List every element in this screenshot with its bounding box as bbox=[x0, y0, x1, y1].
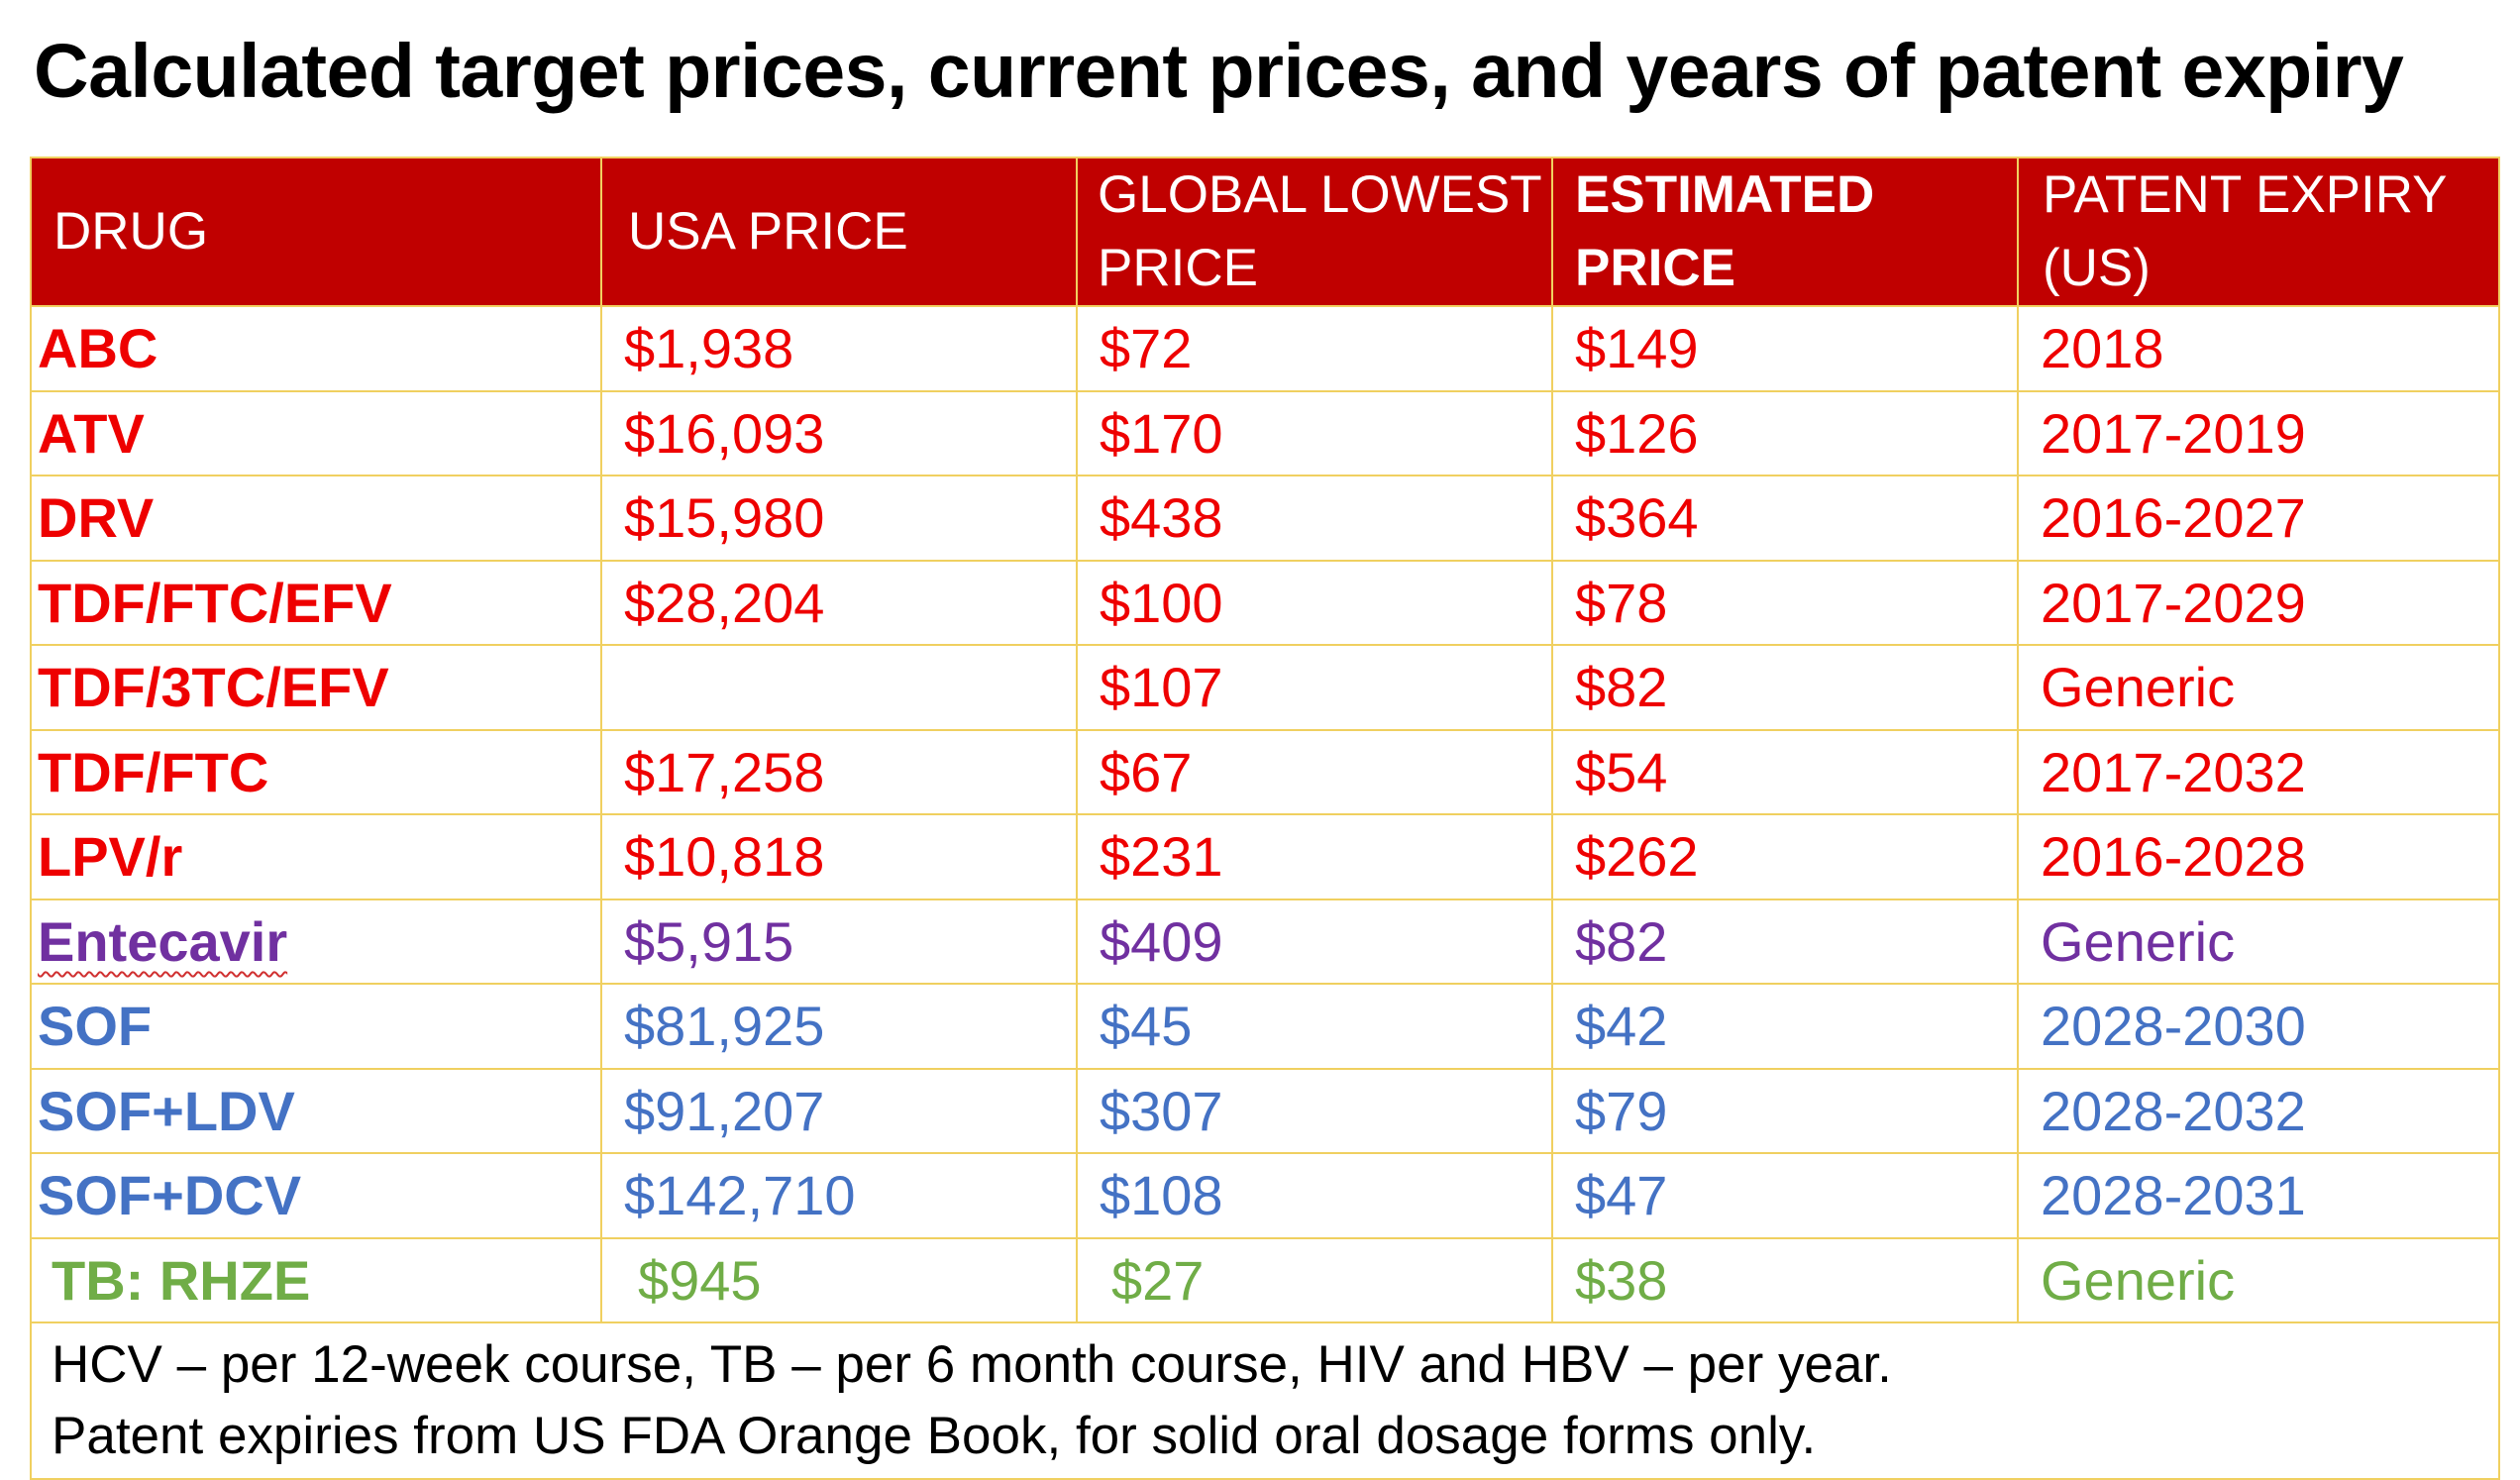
header-patent-expiry: PATENT EXPIRY (US) bbox=[2017, 157, 2500, 307]
global-price-cell: $67 bbox=[1076, 728, 1553, 815]
note-line-1: HCV – per 12-week course, TB – per 6 mon… bbox=[52, 1335, 1892, 1394]
estimated-price-cell: $79 bbox=[1551, 1067, 2019, 1154]
usa-price-cell: $5,915 bbox=[600, 898, 1078, 985]
table-row-sof: SOF $81,925 $45 $42 2028-2030 bbox=[30, 983, 2500, 1070]
usa-price-cell: $81,925 bbox=[600, 983, 1078, 1070]
estimated-price-cell: $82 bbox=[1551, 644, 2019, 731]
drug-cell: SOF+LDV bbox=[30, 1067, 602, 1154]
usa-price-cell: $91,207 bbox=[600, 1067, 1078, 1154]
estimated-price-cell: $78 bbox=[1551, 559, 2019, 646]
table-row-tdf-ftc: TDF/FTC $17,258 $67 $54 2017-2032 bbox=[30, 728, 2500, 815]
usa-price-cell bbox=[600, 644, 1078, 731]
patent-expiry-cell: 2017-2032 bbox=[2017, 728, 2500, 815]
usa-price-cell: $15,980 bbox=[600, 475, 1078, 562]
drug-cell: Entecavir bbox=[30, 898, 602, 985]
header-estimated-line1: ESTIMATED bbox=[1575, 165, 1875, 224]
drug-cell: TDF/FTC bbox=[30, 728, 602, 815]
note-line-2: Patent expiries from US FDA Orange Book,… bbox=[52, 1407, 1817, 1465]
usa-price-cell: $1,938 bbox=[600, 305, 1078, 392]
table-row-sof-dcv: SOF+DCV $142,710 $108 $47 2028-2031 bbox=[30, 1152, 2500, 1239]
notes-row: HCV – per 12-week course, TB – per 6 mon… bbox=[30, 1321, 2500, 1480]
patent-expiry-cell: 2017-2019 bbox=[2017, 389, 2500, 476]
usa-price-cell: $10,818 bbox=[600, 813, 1078, 900]
drug-cell: DRV bbox=[30, 475, 602, 562]
global-price-cell: $231 bbox=[1076, 813, 1553, 900]
patent-expiry-cell: 2028-2032 bbox=[2017, 1067, 2500, 1154]
table-row-tdf-3tc-efv: TDF/3TC/EFV $107 $82 Generic bbox=[30, 644, 2500, 731]
usa-price-cell: $945 bbox=[600, 1236, 1078, 1323]
header-drug: DRUG bbox=[30, 157, 602, 307]
table-row-tdf-ftc-efv: TDF/FTC/EFV $28,204 $100 $78 2017-2029 bbox=[30, 559, 2500, 646]
table-row-abc: ABC $1,938 $72 $149 2018 bbox=[30, 305, 2500, 392]
patent-expiry-cell: 2018 bbox=[2017, 305, 2500, 392]
patent-expiry-cell: Generic bbox=[2017, 644, 2500, 731]
page-title: Calculated target prices, current prices… bbox=[34, 29, 2404, 114]
global-price-cell: $107 bbox=[1076, 644, 1553, 731]
drug-name-entecavir: Entecavir bbox=[38, 909, 288, 973]
estimated-price-cell: $54 bbox=[1551, 728, 2019, 815]
header-global-line2: PRICE bbox=[1098, 239, 1258, 297]
header-patent-line1: PATENT EXPIRY bbox=[2043, 165, 2448, 224]
table-row-drv: DRV $15,980 $438 $364 2016-2027 bbox=[30, 475, 2500, 562]
price-table: DRUG USA PRICE GLOBAL LOWEST PRICE ESTIMA… bbox=[30, 157, 2500, 1480]
estimated-price-cell: $262 bbox=[1551, 813, 2019, 900]
drug-cell: ABC bbox=[30, 305, 602, 392]
global-price-cell: $45 bbox=[1076, 983, 1553, 1070]
patent-expiry-cell: 2028-2031 bbox=[2017, 1152, 2500, 1239]
global-price-cell: $27 bbox=[1076, 1236, 1553, 1323]
global-price-cell: $170 bbox=[1076, 389, 1553, 476]
estimated-price-cell: $82 bbox=[1551, 898, 2019, 985]
drug-cell: TB: RHZE bbox=[30, 1236, 602, 1323]
header-usa-price: USA PRICE bbox=[600, 157, 1078, 307]
estimated-price-cell: $126 bbox=[1551, 389, 2019, 476]
header-estimated-price: ESTIMATED PRICE bbox=[1551, 157, 2019, 307]
usa-price-cell: $17,258 bbox=[600, 728, 1078, 815]
usa-price-cell: $16,093 bbox=[600, 389, 1078, 476]
header-row: DRUG USA PRICE GLOBAL LOWEST PRICE ESTIMA… bbox=[30, 157, 2500, 307]
header-global-lowest-price: GLOBAL LOWEST PRICE bbox=[1076, 157, 1553, 307]
estimated-price-cell: $149 bbox=[1551, 305, 2019, 392]
header-patent-line2: (US) bbox=[2043, 239, 2151, 297]
table-row-entecavir: Entecavir $5,915 $409 $82 Generic bbox=[30, 898, 2500, 985]
header-global-line1: GLOBAL LOWEST bbox=[1098, 165, 1542, 224]
estimated-price-cell: $47 bbox=[1551, 1152, 2019, 1239]
table-row-atv: ATV $16,093 $170 $126 2017-2019 bbox=[30, 389, 2500, 476]
drug-cell: SOF bbox=[30, 983, 602, 1070]
global-price-cell: $438 bbox=[1076, 475, 1553, 562]
patent-expiry-cell: 2016-2027 bbox=[2017, 475, 2500, 562]
estimated-price-cell: $38 bbox=[1551, 1236, 2019, 1323]
estimated-price-cell: $364 bbox=[1551, 475, 2019, 562]
patent-expiry-cell: 2017-2029 bbox=[2017, 559, 2500, 646]
global-price-cell: $409 bbox=[1076, 898, 1553, 985]
patent-expiry-cell: 2016-2028 bbox=[2017, 813, 2500, 900]
global-price-cell: $100 bbox=[1076, 559, 1553, 646]
table-row-lpv-r: LPV/r $10,818 $231 $262 2016-2028 bbox=[30, 813, 2500, 900]
header-estimated-line2: PRICE bbox=[1575, 239, 1735, 297]
table-row-tb-rhze: TB: RHZE $945 $27 $38 Generic bbox=[30, 1236, 2500, 1323]
global-price-cell: $108 bbox=[1076, 1152, 1553, 1239]
usa-price-cell: $28,204 bbox=[600, 559, 1078, 646]
drug-cell: LPV/r bbox=[30, 813, 602, 900]
patent-expiry-cell: 2028-2030 bbox=[2017, 983, 2500, 1070]
drug-cell: TDF/FTC/EFV bbox=[30, 559, 602, 646]
drug-cell: ATV bbox=[30, 389, 602, 476]
usa-price-cell: $142,710 bbox=[600, 1152, 1078, 1239]
drug-cell: TDF/3TC/EFV bbox=[30, 644, 602, 731]
patent-expiry-cell: Generic bbox=[2017, 898, 2500, 985]
estimated-price-cell: $42 bbox=[1551, 983, 2019, 1070]
header-usa-price-label: USA PRICE bbox=[628, 202, 908, 261]
patent-expiry-cell: Generic bbox=[2017, 1236, 2500, 1323]
price-table-container: DRUG USA PRICE GLOBAL LOWEST PRICE ESTIMA… bbox=[30, 157, 2500, 1480]
drug-cell: SOF+DCV bbox=[30, 1152, 602, 1239]
notes-cell: HCV – per 12-week course, TB – per 6 mon… bbox=[30, 1321, 2500, 1480]
global-price-cell: $72 bbox=[1076, 305, 1553, 392]
table-row-sof-ldv: SOF+LDV $91,207 $307 $79 2028-2032 bbox=[30, 1067, 2500, 1154]
header-drug-label: DRUG bbox=[53, 202, 209, 261]
global-price-cell: $307 bbox=[1076, 1067, 1553, 1154]
